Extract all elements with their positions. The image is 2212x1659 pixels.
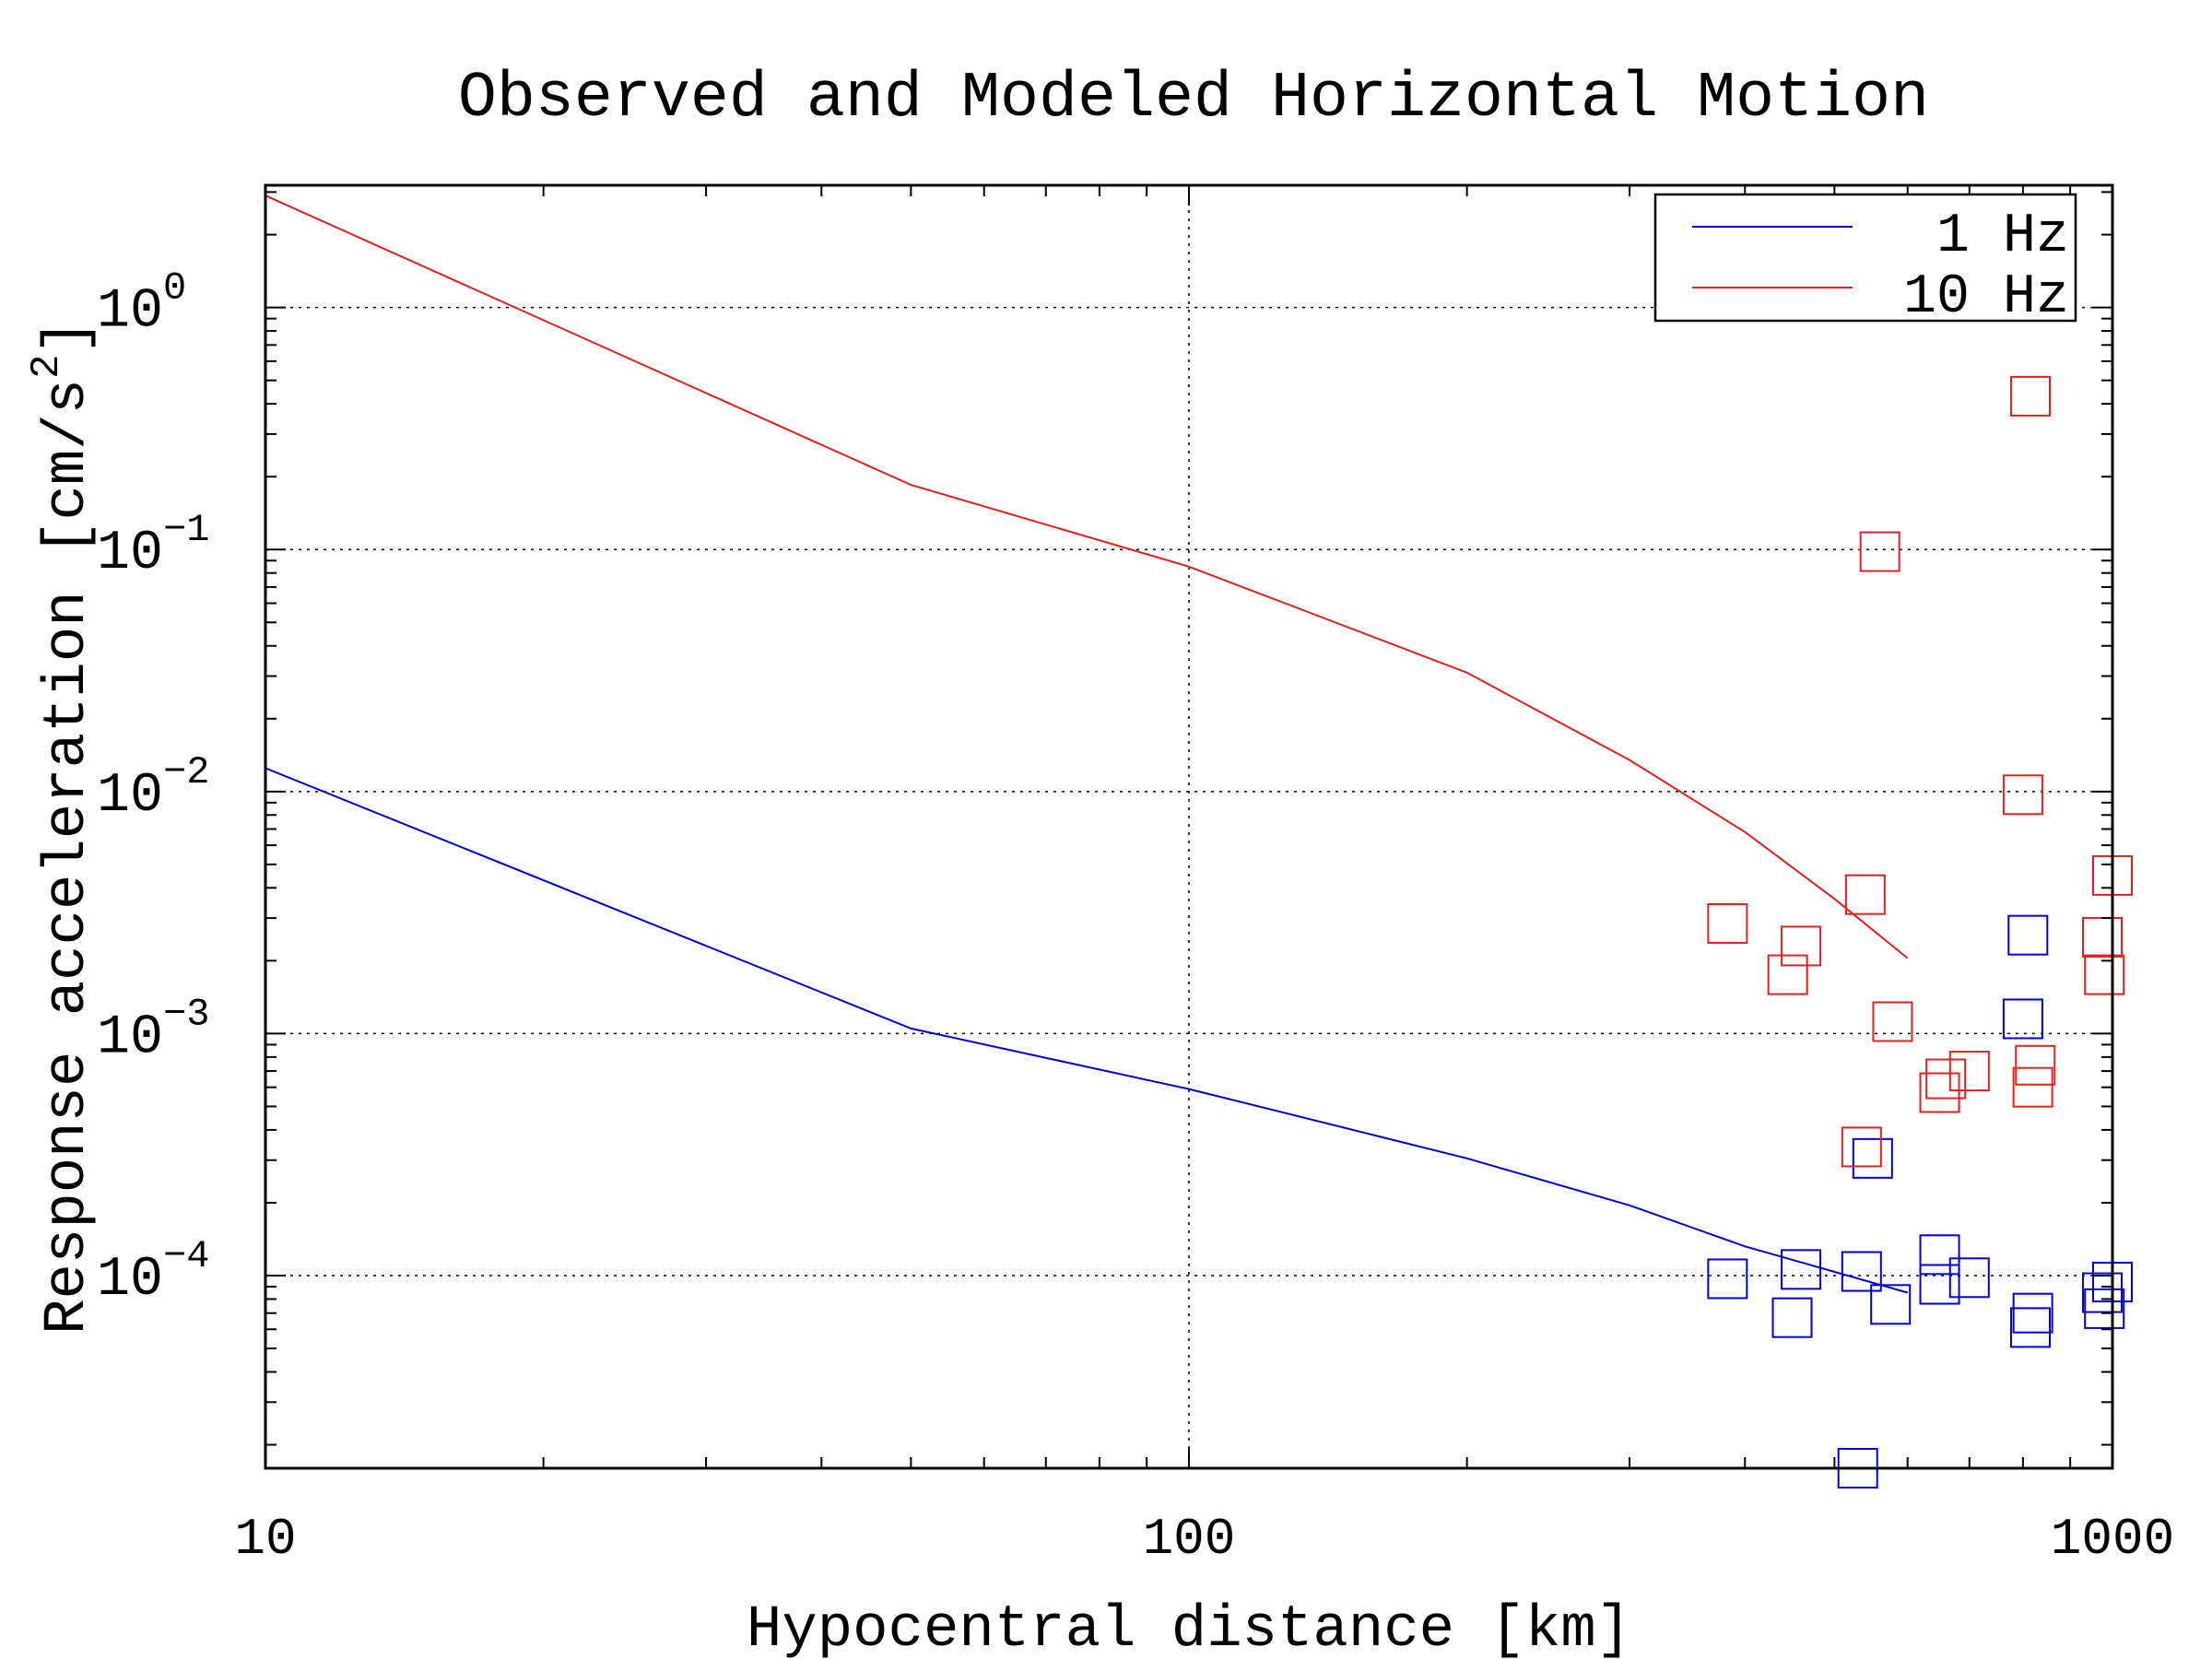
y-axis-label-close: ] [35,319,101,354]
y-tick-label-exponent: −3 [163,992,209,1036]
x-tick-label: 1000 [2051,1510,2174,1569]
legend-label-1hz: 1 Hz [1936,206,2069,268]
chart-title: Observed and Modeled Horizontal Motion [458,63,1929,135]
legend-box [1653,193,2077,323]
x-axis-label: Hypocentral distance [km] [747,1597,1631,1659]
observed-point-10hz [1872,1001,1913,1042]
model-line-10hz [265,194,1909,959]
y-axis-label-text: Response acceleration [cm/s [35,379,101,1335]
observed-point-1hz [1948,1257,1990,1299]
legend-label-10hz: 10 Hz [1903,266,2069,329]
observed-point-1hz [2081,1272,2123,1313]
observed-point-10hz [1919,1072,1960,1113]
y-tick-label-exponent: 0 [163,266,186,311]
x-tick-label: 100 [1143,1510,1236,1569]
y-tick-label-base: 10 [97,523,163,585]
y-tick-label-exponent: −2 [163,750,209,794]
y-tick-label: 100 [97,266,186,344]
observed-point-1hz [1919,1264,1960,1305]
observed-point-1hz [2009,1307,2051,1348]
observed-point-1hz [2084,1288,2125,1329]
y-tick-label-exponent: −4 [163,1234,209,1278]
y-tick-label-base: 10 [97,1006,163,1069]
observed-point-10hz [1859,531,1900,572]
observed-point-10hz [2002,774,2043,816]
observed-point-10hz [1844,874,1886,915]
y-tick-label-base: 10 [97,281,163,344]
y-tick-label: 10−1 [97,508,209,585]
observed-point-10hz [1707,902,1748,944]
y-tick-label: 10−4 [97,1234,209,1312]
plot-area [265,194,2133,1488]
observed-point-1hz [1707,1258,1748,1300]
observed-point-1hz [2007,914,2049,956]
observed-point-1hz [1771,1297,1813,1338]
observed-point-10hz [1841,1126,1882,1168]
y-axis-label-exponent: 2 [24,355,70,379]
y-tick-label: 10−2 [97,750,209,828]
y-tick-label-base: 10 [97,765,163,828]
observed-point-10hz [1948,1051,1990,1092]
observed-point-1hz [1852,1137,1893,1179]
grid [265,185,2112,1468]
y-axis-label: Response acceleration [cm/s2] [24,319,101,1335]
ticks [265,185,2113,1468]
observed-point-10hz [1781,925,1822,967]
observed-point-10hz [2009,375,2051,417]
legend: 1 Hz 10 Hz [1653,193,2077,329]
observed-point-1hz [1781,1249,1822,1290]
observed-point-1hz [1919,1234,1960,1276]
observed-point-1hz [2002,998,2043,1040]
observed-point-10hz [1767,954,1808,995]
observed-point-10hz [2084,954,2125,995]
observed-point-10hz [2015,1044,2056,1086]
observed-point-1hz [1870,1284,1912,1325]
model-line-1hz [265,767,1908,1294]
observed-point-10hz [2012,1066,2053,1108]
y-tick-label-exponent: −1 [163,508,209,552]
observed-point-1hz [1841,1251,1882,1292]
x-tick-label: 10 [234,1510,296,1569]
y-tick-label-base: 10 [97,1249,163,1312]
y-tick-label: 10−3 [97,992,209,1069]
observed-point-1hz [2012,1292,2053,1334]
observed-point-10hz [2081,916,2123,958]
observed-point-10hz [1925,1058,1967,1100]
